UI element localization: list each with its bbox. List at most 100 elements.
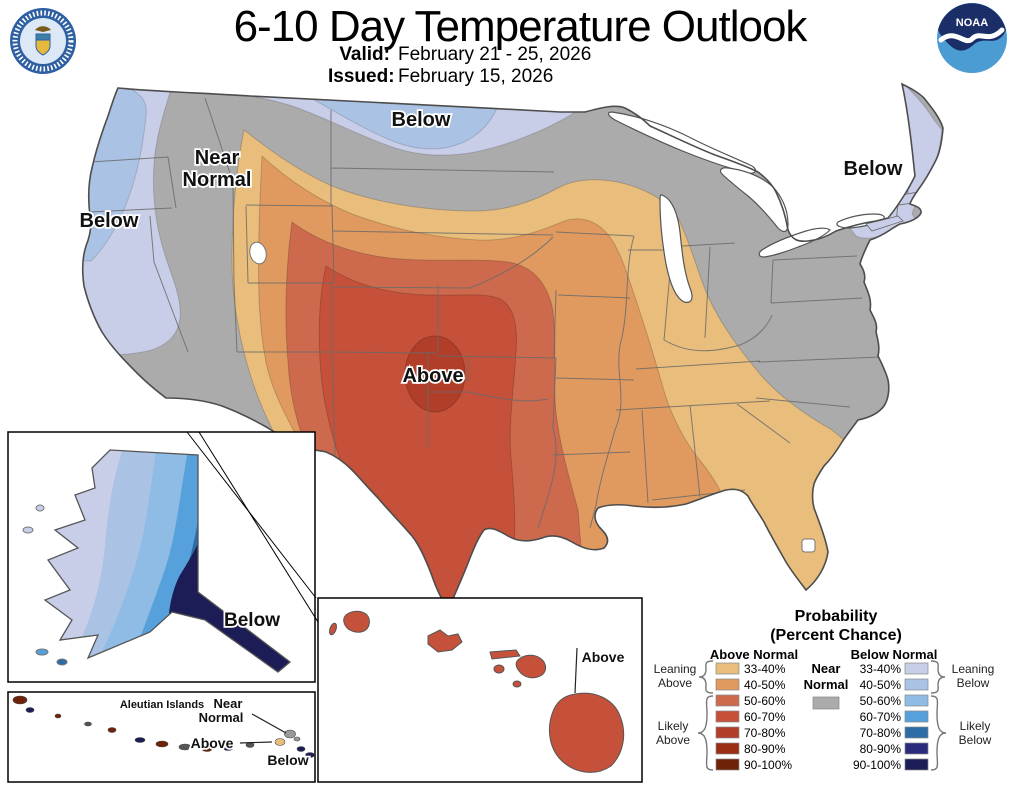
label-alaska-below: Below	[224, 610, 280, 631]
below-range-1: 40-50%	[860, 678, 902, 692]
above-range-2: 50-60%	[744, 694, 786, 708]
conus-outline	[81, 82, 944, 612]
island-maui	[515, 654, 547, 679]
doc-seal-logo	[10, 8, 76, 74]
swatch-near-normal	[812, 696, 840, 710]
above-70-80-core	[404, 335, 466, 413]
hawaii-above-pointer	[574, 647, 578, 694]
label-leaning-above-1: Leaning	[654, 662, 697, 676]
swatch-below-40-50	[904, 678, 929, 691]
label-aleutian-normal: Normal	[199, 710, 244, 725]
above-60-70-band	[318, 265, 517, 610]
label-central-above: Above	[402, 365, 463, 387]
above-range-4: 70-80%	[744, 726, 786, 740]
swatch-above-90-100	[715, 758, 740, 771]
legend-above-column	[715, 662, 740, 771]
brace-leaning-above	[698, 660, 714, 694]
label-leaning-above-2: Above	[658, 676, 692, 690]
above-range-5: 80-90%	[744, 742, 786, 756]
valid-label: Valid:	[339, 44, 390, 65]
legend-braces	[697, 660, 947, 771]
alaska-outline	[43, 449, 292, 673]
hawaiian-islands	[329, 610, 625, 773]
legend: Probability (Percent Chance) Above Norma…	[654, 608, 995, 772]
swatch-above-40-50	[715, 678, 740, 691]
below-range-2: 50-60%	[860, 694, 902, 708]
legend-title-1: Probability	[795, 608, 878, 625]
lake-michigan	[659, 194, 693, 303]
date-block: Valid: February 21 - 25, 2026 Issued: Fe…	[328, 44, 591, 88]
aleutian-near-pointer	[251, 713, 287, 734]
great-salt-lake	[249, 241, 267, 265]
island-kahoolawe	[512, 680, 522, 688]
label-likely-below-2: Below	[959, 733, 992, 747]
hawaii-inset: Above	[317, 597, 643, 783]
swatch-above-80-90	[715, 742, 740, 755]
issued-value: February 15, 2026	[398, 66, 554, 87]
above-range-3: 60-70%	[744, 710, 786, 724]
island-oahu	[427, 629, 463, 653]
legend-above-header: Above Normal	[710, 647, 798, 662]
island-niihau	[329, 622, 337, 636]
aleutian-inset-frame	[7, 691, 316, 783]
brace-likely-above	[697, 695, 714, 771]
island-lanai	[493, 664, 505, 674]
label-northeast-below: Below	[844, 158, 903, 180]
swatch-below-33-40	[904, 662, 929, 675]
label-likely-above-1: Likely	[658, 719, 689, 733]
label-aleutian-above: Above	[191, 735, 234, 751]
label-near-normal-2: Normal	[183, 169, 252, 191]
label-likely-below-1: Likely	[960, 719, 991, 733]
swatch-below-80-90	[904, 742, 929, 755]
below-range-5: 80-90%	[860, 742, 902, 756]
legend-brace-labels: Leaning Above Likely Above Leaning Below…	[654, 662, 995, 747]
label-north-below: Below	[392, 109, 451, 131]
below-range-4: 70-80%	[860, 726, 902, 740]
label-leaning-below-2: Below	[957, 676, 990, 690]
swatch-above-50-60	[715, 694, 740, 707]
label-likely-above-2: Above	[656, 733, 690, 747]
legend-near-1: Near	[812, 661, 841, 676]
noaa-logo: NOAA	[937, 3, 1007, 73]
legend-near-2: Normal	[804, 677, 849, 692]
noaa-logo-text: NOAA	[956, 17, 988, 29]
swatch-below-70-80	[904, 726, 929, 739]
swatch-below-60-70	[904, 710, 929, 723]
swatch-below-50-60	[904, 694, 929, 707]
swatch-above-60-70	[715, 710, 740, 723]
bering-island-1	[22, 526, 34, 534]
bering-island-2	[35, 504, 45, 512]
label-aleutian-title: Aleutian Islands	[120, 699, 204, 711]
state-borders	[87, 97, 919, 529]
label-near-normal-1: Near	[195, 147, 240, 169]
swatch-above-33-40	[715, 662, 740, 675]
label-aleutian-below: Below	[267, 752, 308, 768]
legend-above-range-labels: 33-40% 40-50% 50-60% 60-70% 70-80% 80-90…	[744, 662, 792, 772]
below-west-40-50-band	[82, 84, 147, 262]
valid-value: February 21 - 25, 2026	[398, 44, 592, 65]
aleutian-above-pointer	[239, 741, 273, 744]
legend-below-header: Below Normal	[851, 647, 938, 662]
legend-title-2: (Percent Chance)	[770, 627, 902, 644]
island-molokai	[489, 649, 521, 660]
great-lakes	[607, 111, 886, 303]
ak-peninsula-island-2	[56, 658, 68, 666]
lake-okeechobee	[801, 538, 816, 553]
below-range-6: 90-100%	[853, 758, 901, 772]
legend-below-range-labels: 33-40% 40-50% 50-60% 60-70% 70-80% 80-90…	[853, 662, 901, 772]
label-west-below: Below	[80, 210, 139, 232]
label-aleutian-near: Near	[214, 696, 243, 711]
label-leaning-below-1: Leaning	[952, 662, 995, 676]
aleutian-inset: Aleutian Islands Near Normal Above Below	[7, 691, 316, 783]
below-range-0: 33-40%	[860, 662, 902, 676]
ak-peninsula-island-1	[35, 648, 49, 656]
page-title: 6-10 Day Temperature Outlook	[233, 2, 808, 51]
above-range-6: 90-100%	[744, 758, 792, 772]
below-range-3: 60-70%	[860, 710, 902, 724]
aleutian-islands-chain	[12, 695, 315, 758]
island-kauai	[343, 610, 370, 633]
above-range-0: 33-40%	[744, 662, 786, 676]
brace-leaning-below	[930, 660, 946, 694]
